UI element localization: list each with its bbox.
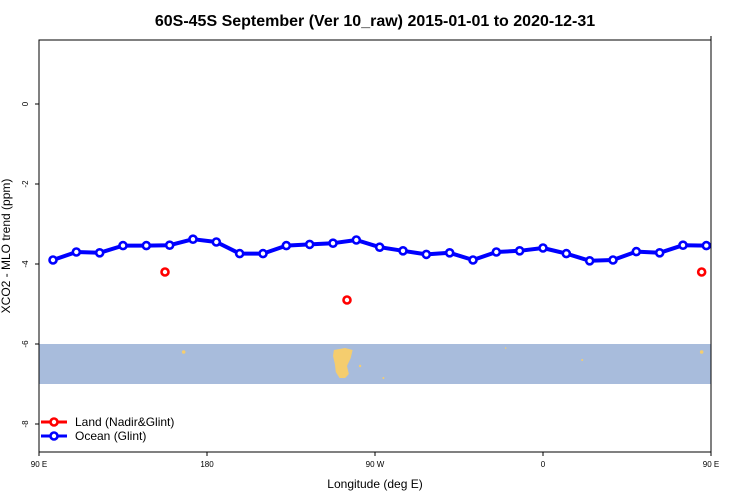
ocean-point	[188, 234, 198, 244]
legend-ocean-marker	[49, 431, 59, 441]
kerguelen-island	[699, 350, 704, 354]
x-tick-label: 90 E	[703, 460, 719, 469]
ocean-point	[468, 255, 478, 265]
y-tick-label: -2	[21, 180, 30, 188]
series-layer	[48, 234, 733, 305]
ocean-point	[71, 247, 82, 257]
y-axis-label: XCO2 - MLO trend (ppm)	[0, 179, 13, 314]
ocean-point	[584, 255, 595, 266]
ocean-point	[444, 248, 455, 258]
marion-island	[581, 359, 584, 361]
ocean-point	[164, 240, 175, 250]
ocean-point	[94, 248, 105, 258]
y-tick-label: 0	[21, 101, 30, 106]
ocean-point	[304, 239, 315, 250]
axes-layer: 90 E 180 90 W 0 90 E 0 -2 -4 -6 -8	[21, 36, 719, 469]
south-sandwich	[504, 347, 507, 349]
latitude-band-layer	[39, 344, 711, 384]
ocean-point	[726, 242, 733, 249]
south-georgia	[382, 377, 385, 379]
land-point	[696, 267, 707, 277]
land-point	[342, 295, 352, 305]
south-america-tip	[333, 348, 353, 378]
ocean-point	[258, 248, 268, 259]
falkland-islands	[358, 364, 362, 368]
new-zealand-south	[181, 350, 186, 354]
legend-land-marker	[49, 417, 59, 427]
ocean-point	[234, 248, 245, 259]
y-tick-label: -8	[21, 420, 30, 428]
ocean-point	[374, 242, 385, 252]
y-tick-label: -6	[21, 340, 30, 348]
land-point	[160, 267, 170, 277]
land-outline-layer	[181, 347, 704, 379]
legend: Land (Nadir&Glint)Ocean (Glint)	[41, 415, 174, 443]
ocean-point	[398, 246, 408, 256]
y-tick-label: -4	[21, 260, 30, 268]
ocean-point	[281, 240, 292, 251]
ocean-point	[538, 243, 548, 253]
latitude-band	[39, 344, 711, 384]
legend-ocean-label: Ocean (Glint)	[75, 429, 146, 443]
ocean-point	[631, 246, 642, 257]
ocean-point	[351, 235, 362, 245]
x-tick-label: 180	[200, 460, 214, 469]
ocean-point	[608, 255, 618, 265]
series-clip-group	[48, 234, 733, 305]
ocean-point	[328, 238, 338, 248]
x-axis-label: Longitude (deg E)	[327, 477, 422, 491]
ocean-point	[654, 248, 665, 258]
ocean-point	[421, 249, 432, 260]
ocean-point	[211, 237, 222, 247]
chart-title: 60S-45S September (Ver 10_raw) 2015-01-0…	[155, 13, 595, 30]
legend-land-label: Land (Nadir&Glint)	[75, 415, 174, 429]
ocean-point	[561, 248, 572, 259]
ocean-point	[514, 246, 525, 256]
x-tick-label: 90 W	[366, 460, 385, 469]
ocean-point	[118, 240, 128, 251]
x-tick-label: 90 E	[31, 460, 47, 469]
ocean-point	[701, 240, 711, 251]
ocean-point	[491, 247, 502, 257]
ocean-point	[141, 240, 152, 251]
ocean-point	[48, 255, 58, 265]
x-tick-label: 0	[541, 460, 546, 469]
ocean-point	[678, 240, 688, 250]
